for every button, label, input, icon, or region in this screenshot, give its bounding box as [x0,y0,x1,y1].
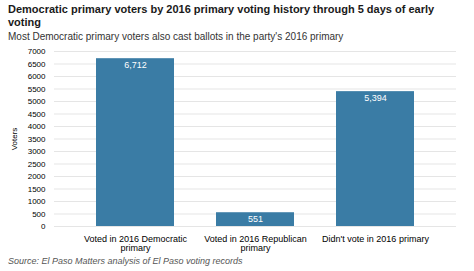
html-text:Democratic primary voters by 2: Democratic primary voters by 2016 primar… [8,3,435,28]
svg-text:2000: 2000 [28,172,46,181]
svg-text:Didn't vote in 2016 primary: Didn't vote in 2016 primary [322,234,429,244]
html-text:Source: El Paso Matters analys: Source: El Paso Matters analysis of El P… [8,256,243,266]
svg-text:6,712: 6,712 [124,60,147,70]
svg-text:1000: 1000 [28,197,46,206]
svg-text:551: 551 [248,214,263,224]
svg-text:6000: 6000 [28,72,46,81]
svg-text:500: 500 [32,210,46,219]
svg-text:Voters: Voters [10,128,19,151]
svg-text:2500: 2500 [28,160,46,169]
svg-text:0: 0 [41,222,46,231]
svg-text:5500: 5500 [28,85,46,94]
svg-text:5,394: 5,394 [364,93,387,103]
svg-text:Voted in 2016 Republicanprimar: Voted in 2016 Republicanprimary [204,234,307,253]
svg-text:1500: 1500 [28,185,46,194]
html-text:Most Democratic primary voters: Most Democratic primary voters also cast… [8,31,344,42]
svg-text:4500: 4500 [28,110,46,119]
svg-text:3500: 3500 [28,135,46,144]
svg-text:6500: 6500 [28,60,46,69]
svg-text:4000: 4000 [28,122,46,131]
svg-text:5000: 5000 [28,97,46,106]
svg-text:Voted in 2016 Democraticprimar: Voted in 2016 Democraticprimary [84,234,188,253]
svg-text:3000: 3000 [28,147,46,156]
svg-text:7000: 7000 [28,47,46,56]
